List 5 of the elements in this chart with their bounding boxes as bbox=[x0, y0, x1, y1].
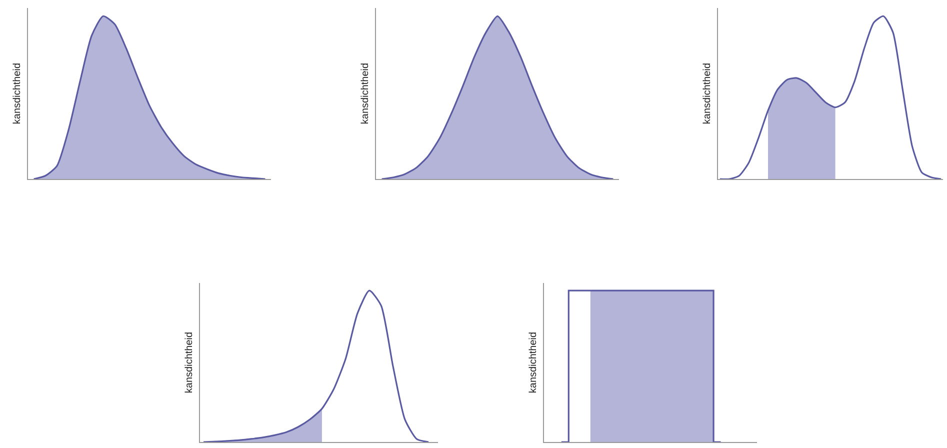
y-axis-title: kansdichtheid bbox=[528, 332, 539, 394]
y-axis-title: kansdichtheid bbox=[360, 62, 371, 124]
y-axis-title: kansdichtheid bbox=[12, 62, 23, 124]
y-axis-title: kansdichtheid bbox=[184, 332, 195, 394]
y-axis-title: kansdichtheid bbox=[702, 62, 713, 124]
